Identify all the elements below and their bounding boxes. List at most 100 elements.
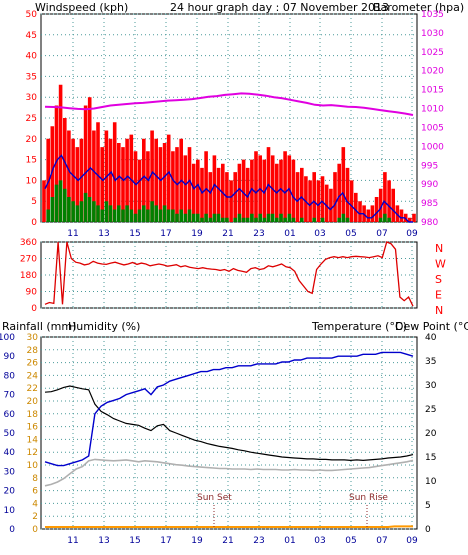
barometer-y-tick-label: 1025 bbox=[421, 48, 444, 58]
barometer-line bbox=[44, 92, 414, 116]
temp-x-tick-label: 05 bbox=[345, 536, 356, 546]
humidity-y-tick-label: 40 bbox=[4, 448, 16, 458]
temp-x-tick-label: 19 bbox=[191, 536, 203, 546]
wind-x-tick-label: 13 bbox=[98, 229, 109, 239]
temp-x-tick-label: 15 bbox=[129, 536, 140, 546]
barometer-y-tick-label: 990 bbox=[421, 180, 438, 190]
humidity-line bbox=[44, 351, 414, 467]
wind-y-tick-label: 40 bbox=[26, 52, 38, 62]
direction-grid bbox=[41, 241, 417, 309]
wind-x-tick-label: 05 bbox=[345, 229, 356, 239]
temp-x-tick-label: 09 bbox=[406, 536, 418, 546]
barometer-y-tick-label: 1005 bbox=[421, 123, 444, 133]
wind-x-tick-label: 17 bbox=[160, 229, 171, 239]
temperature-y-tick-label: 5 bbox=[425, 501, 431, 511]
sunset-label: Sun Set bbox=[197, 493, 232, 503]
wind-y-tick-label: 50 bbox=[26, 10, 38, 20]
barometer-y-tick-label: 995 bbox=[421, 161, 438, 171]
rainfall-line bbox=[45, 525, 413, 528]
wind-x-tick-label: 09 bbox=[406, 229, 418, 239]
wind-y-tick-label: 5 bbox=[31, 197, 37, 207]
wind-y-tick-label: 35 bbox=[26, 72, 37, 82]
temperature-y-tick-label: 25 bbox=[425, 405, 436, 415]
barometer-y-tick-label: 1000 bbox=[421, 142, 444, 152]
direction-y-tick-label: 360 bbox=[20, 238, 37, 248]
temp-x-tick-label: 17 bbox=[160, 536, 171, 546]
wind-y-tick-label: 30 bbox=[26, 93, 38, 103]
barometer-axis-title: Barometer (hpa) bbox=[373, 1, 464, 14]
wind-y-tick-label: 20 bbox=[26, 135, 38, 145]
temp-x-tick-label: 13 bbox=[98, 536, 109, 546]
wind-x-tick-label: 01 bbox=[284, 229, 295, 239]
wind-direction-line bbox=[44, 241, 414, 307]
direction-series bbox=[44, 241, 414, 307]
temp-x-tick-label: 07 bbox=[376, 536, 387, 546]
temperature-y-tick-label: 30 bbox=[425, 381, 437, 391]
temperature-y-tick-label: 20 bbox=[425, 429, 437, 439]
direction-y-tick-label: 90 bbox=[26, 288, 38, 298]
wind-y-tick-label: 25 bbox=[26, 114, 37, 124]
barometer-y-tick-label: 1015 bbox=[421, 86, 444, 96]
humidity-y-tick-label: 10 bbox=[4, 506, 16, 516]
chart-title: 24 hour graph day : 07 November 2013 bbox=[170, 1, 389, 14]
wind-y-tick-label: 45 bbox=[26, 31, 37, 41]
temperature-y-tick-label: 35 bbox=[425, 357, 436, 367]
temperature-axis-title: Temperature (°C) bbox=[311, 320, 407, 333]
dewpoint-line bbox=[44, 458, 414, 487]
sunrise-label: Sun Rise bbox=[349, 493, 388, 503]
wind-y-tick-label: 10 bbox=[26, 176, 38, 186]
barometer-y-tick-label: 985 bbox=[421, 199, 438, 209]
rainfall-y-tick-label: 14 bbox=[27, 435, 39, 445]
rainfall-y-tick-label: 20 bbox=[27, 397, 39, 407]
wind-y-tick-label: 0 bbox=[31, 218, 37, 228]
wind-x-tick-label: 07 bbox=[376, 229, 387, 239]
temp-x-tick-label: 01 bbox=[284, 536, 295, 546]
compass-label: E bbox=[435, 289, 442, 302]
humidity-y-tick-label: 20 bbox=[4, 487, 16, 497]
humidity-y-tick-label: 70 bbox=[4, 391, 16, 401]
wind-series bbox=[42, 84, 416, 223]
barometer-y-tick-label: 1010 bbox=[421, 105, 444, 115]
temp-x-tick-label: 11 bbox=[67, 536, 78, 546]
rainfall-y-tick-label: 18 bbox=[27, 410, 39, 420]
compass-label: N bbox=[435, 304, 443, 317]
temperature-y-tick-label: 0 bbox=[425, 525, 431, 535]
windspeed-axis-title: Windspeed (kph) bbox=[35, 1, 128, 14]
rainfall-y-tick-label: 0 bbox=[32, 525, 38, 535]
wind-average-line bbox=[44, 154, 413, 223]
rainfall-y-tick-label: 4 bbox=[32, 499, 38, 509]
rainfall-y-tick-label: 10 bbox=[27, 461, 39, 471]
humidity-y-tick-label: 90 bbox=[4, 352, 16, 362]
wind-x-tick-label: 03 bbox=[314, 229, 325, 239]
rainfall-y-tick-label: 6 bbox=[32, 487, 38, 497]
wind-x-tick-label: 15 bbox=[129, 229, 140, 239]
humidity-axis-title: Humidity (%) bbox=[68, 320, 140, 333]
temp-x-tick-label: 23 bbox=[253, 536, 264, 546]
direction-y-tick-label: 180 bbox=[20, 271, 37, 281]
rainfall-y-tick-label: 22 bbox=[27, 384, 38, 394]
temp-x-tick-label: 03 bbox=[314, 536, 325, 546]
wind-x-tick-label: 21 bbox=[222, 229, 233, 239]
rainfall-y-tick-label: 2 bbox=[32, 512, 38, 522]
dewpoint-axis-title: Dew Point (°C) bbox=[395, 320, 468, 333]
humidity-y-tick-label: 100 bbox=[0, 333, 15, 343]
compass-label: W bbox=[435, 258, 446, 271]
barometer-y-tick-label: 1020 bbox=[421, 67, 444, 77]
wind-grid bbox=[41, 13, 417, 223]
humidity-y-tick-label: 80 bbox=[4, 371, 16, 381]
rainfall-y-tick-label: 8 bbox=[32, 474, 38, 484]
humidity-y-tick-label: 30 bbox=[4, 467, 16, 477]
wind-gust-series bbox=[42, 84, 416, 222]
rainfall-y-tick-label: 16 bbox=[27, 423, 39, 433]
direction-y-tick-label: 270 bbox=[20, 255, 37, 265]
humidity-y-tick-label: 50 bbox=[4, 429, 16, 439]
rainfall-axis-title: Rainfall (mm) bbox=[2, 320, 76, 333]
rainfall-y-tick-label: 30 bbox=[27, 333, 39, 343]
temperature-y-tick-label: 10 bbox=[425, 477, 437, 487]
humidity-y-tick-label: 0 bbox=[9, 525, 15, 535]
temperature-line bbox=[44, 385, 414, 462]
wind-x-tick-label: 11 bbox=[67, 229, 78, 239]
